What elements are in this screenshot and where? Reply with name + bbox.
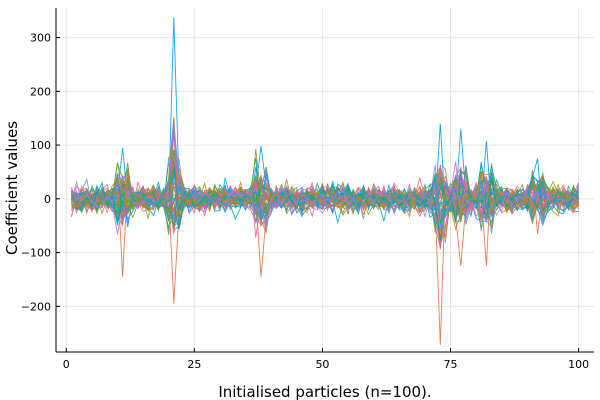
x-tick-label: 25 bbox=[187, 358, 201, 371]
x-ticks: 0 25 50 75 100 bbox=[63, 348, 589, 371]
series-line bbox=[71, 175, 579, 226]
series-line bbox=[71, 125, 579, 231]
series-line bbox=[71, 124, 580, 230]
x-tick-label: 75 bbox=[444, 358, 458, 371]
y-tick-label: 200 bbox=[30, 85, 51, 98]
y-tick-label: 300 bbox=[30, 32, 51, 45]
y-axis-label: Coefficient values bbox=[3, 121, 21, 255]
series-lines bbox=[70, 17, 580, 346]
series-line bbox=[71, 179, 579, 239]
series-line bbox=[70, 163, 579, 221]
series-line bbox=[70, 132, 579, 240]
y-tick-label: −200 bbox=[21, 300, 51, 313]
series-line bbox=[71, 149, 579, 223]
y-tick-label: −100 bbox=[21, 247, 51, 260]
axes bbox=[55, 8, 594, 353]
y-ticks: −200 −100 0 100 200 300 bbox=[21, 32, 60, 313]
grid-lines bbox=[56, 8, 594, 352]
series-line bbox=[71, 117, 579, 238]
x-tick-label: 50 bbox=[315, 358, 329, 371]
y-tick-label: 0 bbox=[44, 193, 51, 206]
x-tick-label: 100 bbox=[568, 358, 589, 371]
y-tick-label: 100 bbox=[30, 139, 51, 152]
x-axis-label: Initialised particles (n=100). bbox=[218, 383, 431, 400]
series-line bbox=[71, 155, 579, 223]
x-tick-label: 0 bbox=[63, 358, 70, 371]
